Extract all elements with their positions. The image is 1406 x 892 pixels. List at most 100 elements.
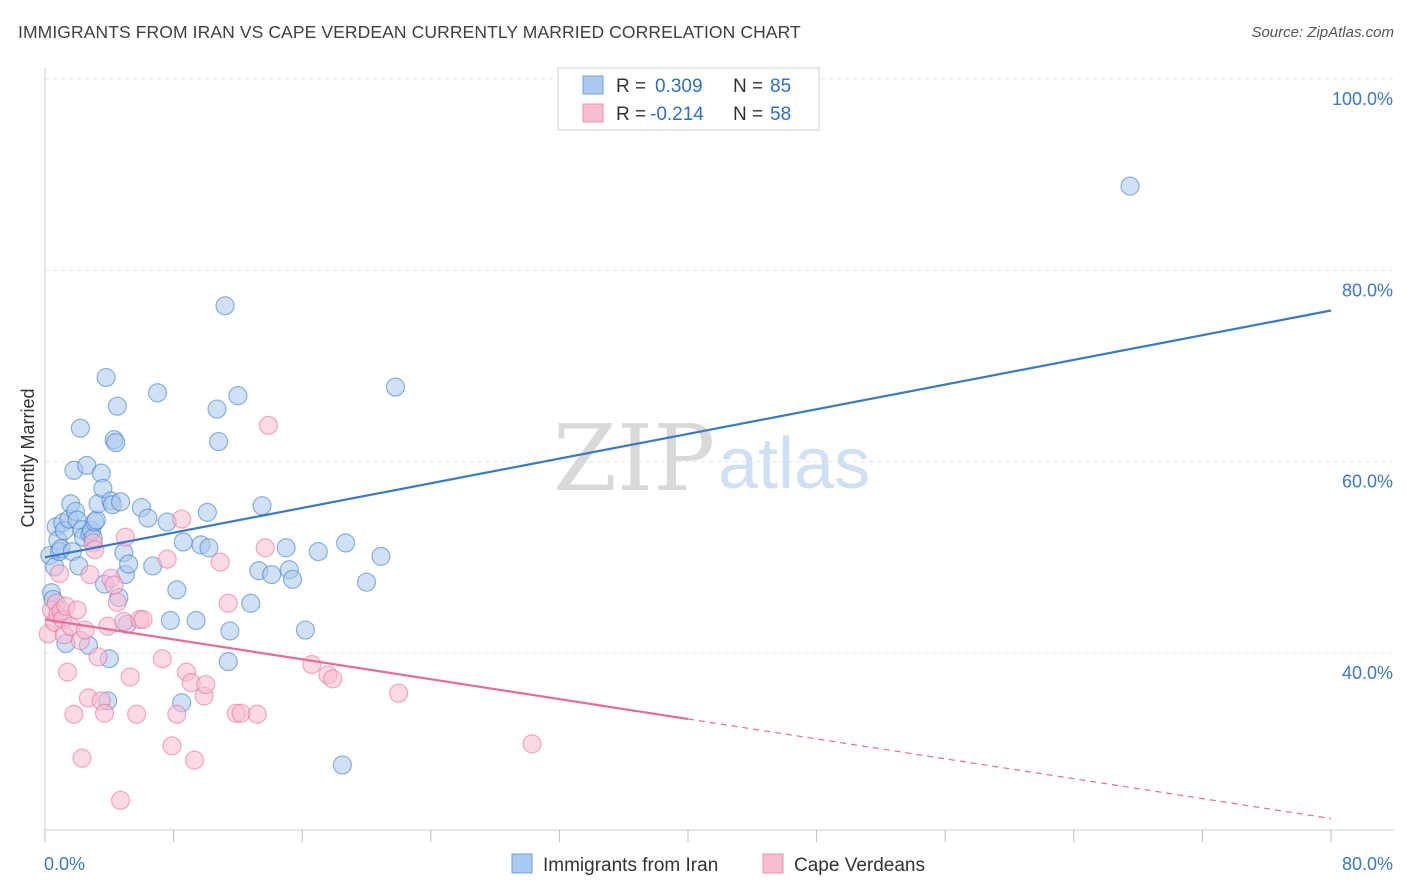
data-point-s1-37	[162, 736, 182, 756]
data-point-s0-52	[167, 580, 187, 600]
trend-lines	[44, 309, 1332, 820]
data-point-s0-58	[199, 538, 219, 558]
bottom-swatch-iran	[511, 853, 533, 874]
data-point-s1-42	[184, 750, 205, 770]
data-point-s0-61	[215, 296, 235, 316]
y-tick-label-3: 40.0%	[1342, 663, 1393, 683]
watermark-zip: ZIP	[553, 405, 715, 512]
data-point-s1-29	[114, 611, 134, 632]
data-point-s1-34	[133, 609, 153, 630]
legend-n-value-2: 58	[770, 104, 791, 125]
data-point-s1-13	[67, 600, 87, 620]
data-point-s1-15	[72, 748, 92, 768]
data-point-s0-39	[107, 396, 127, 416]
bottom-legend-iran: Immigrants from Iran	[543, 855, 718, 876]
data-point-s1-55	[389, 683, 409, 703]
legend-n-label-1: N =	[733, 76, 763, 97]
data-point-s1-26	[104, 575, 124, 595]
data-point-s0-60	[209, 431, 229, 452]
data-point-s1-56	[522, 734, 542, 754]
x-tick-labels: 0.0% 80.0%	[44, 854, 1393, 874]
data-point-s0-27	[86, 510, 107, 530]
bottom-legend-cape-verdean: Cape Verdeans	[794, 855, 925, 876]
data-point-s0-32	[96, 367, 116, 388]
data-point-s1-23	[94, 703, 115, 723]
y-tick-labels: 100.0% 80.0% 60.0% 40.0%	[1332, 89, 1393, 683]
trend-line-solid-0	[44, 309, 1332, 559]
x-tick-label-max: 80.0%	[1342, 854, 1393, 874]
watermark: ZIP atlas	[553, 405, 870, 512]
y-tick-label-2: 60.0%	[1342, 472, 1393, 492]
legend-n-value-1: 85	[770, 76, 791, 97]
data-point-s0-65	[241, 593, 261, 613]
legend-n-label-2: N =	[733, 104, 763, 125]
grid	[45, 78, 1394, 654]
data-point-s0-77	[371, 546, 391, 566]
legend-r-value-1: 0.309	[655, 76, 703, 97]
data-point-s0-41	[110, 492, 131, 512]
data-point-s0-78	[385, 377, 406, 397]
data-point-s1-28	[110, 790, 131, 810]
data-point-s0-54	[173, 532, 193, 552]
data-point-s0-72	[295, 620, 316, 640]
data-point-s0-38	[106, 432, 126, 453]
data-point-s0-74	[332, 755, 352, 775]
data-point-s1-21	[88, 647, 108, 667]
data-point-s1-39	[172, 509, 192, 529]
data-point-s1-12	[64, 704, 84, 724]
data-points	[38, 176, 1140, 810]
correlation-legend: R = 0.309 N = 85 R = -0.214 N = 58	[557, 67, 820, 131]
data-point-s0-45	[118, 554, 139, 574]
data-point-s1-46	[218, 593, 238, 613]
axes	[44, 68, 1394, 842]
data-point-s1-45	[210, 552, 230, 572]
data-point-s1-24	[98, 616, 118, 636]
chart-title: IMMIGRANTS FROM IRAN VS CAPE VERDEAN CUR…	[18, 22, 801, 42]
source-credit: Source: ZipAtlas.com	[1251, 24, 1394, 41]
data-point-s0-67	[252, 496, 272, 516]
data-point-s1-50	[255, 538, 275, 558]
data-point-s1-35	[152, 649, 172, 669]
trend-line-dashed-1	[687, 718, 1332, 820]
data-point-s1-51	[258, 415, 279, 435]
y-axis-label: Currently Married	[18, 388, 38, 527]
data-point-s0-57	[197, 502, 217, 522]
data-point-s1-52	[302, 654, 322, 675]
data-point-s0-59	[207, 399, 227, 419]
data-point-s0-47	[138, 508, 158, 528]
trend-line-solid-1	[44, 618, 689, 721]
data-point-s1-31	[120, 667, 140, 687]
data-point-s0-18	[70, 418, 90, 438]
legend-r-label-1: R =	[616, 76, 646, 97]
data-point-s0-63	[220, 621, 240, 641]
data-point-s1-44	[196, 674, 216, 695]
legend-swatch-iran	[582, 75, 604, 95]
data-point-s1-38	[167, 704, 187, 724]
data-point-s0-55	[186, 610, 206, 631]
series-legend: Immigrants from Iran Cape Verdeans	[511, 853, 925, 876]
y-tick-label-0: 100.0%	[1332, 89, 1393, 109]
data-point-s1-54	[323, 669, 343, 689]
data-point-s1-32	[127, 704, 147, 724]
data-point-s0-79	[1120, 176, 1140, 196]
legend-r-label-2: R =	[616, 104, 646, 125]
data-point-s0-62	[218, 652, 238, 672]
data-point-s0-73	[308, 541, 328, 562]
data-point-s1-49	[247, 704, 267, 724]
x-tick-label-min: 0.0%	[44, 854, 85, 874]
data-point-s1-27	[107, 592, 127, 612]
data-point-s0-49	[147, 383, 168, 403]
legend-r-value-2: -0.214	[650, 104, 704, 125]
data-point-s0-71	[282, 569, 303, 589]
watermark-atlas: atlas	[718, 424, 870, 504]
data-point-s0-64	[228, 386, 248, 406]
data-point-s0-76	[356, 572, 377, 592]
y-tick-label-1: 80.0%	[1342, 280, 1393, 300]
data-point-s1-18	[80, 564, 100, 585]
data-point-s0-75	[336, 533, 356, 553]
bottom-swatch-cape-verdean	[762, 853, 784, 874]
data-point-s0-68	[262, 564, 282, 585]
data-point-s1-48	[231, 703, 251, 723]
data-point-s1-10	[57, 662, 78, 682]
